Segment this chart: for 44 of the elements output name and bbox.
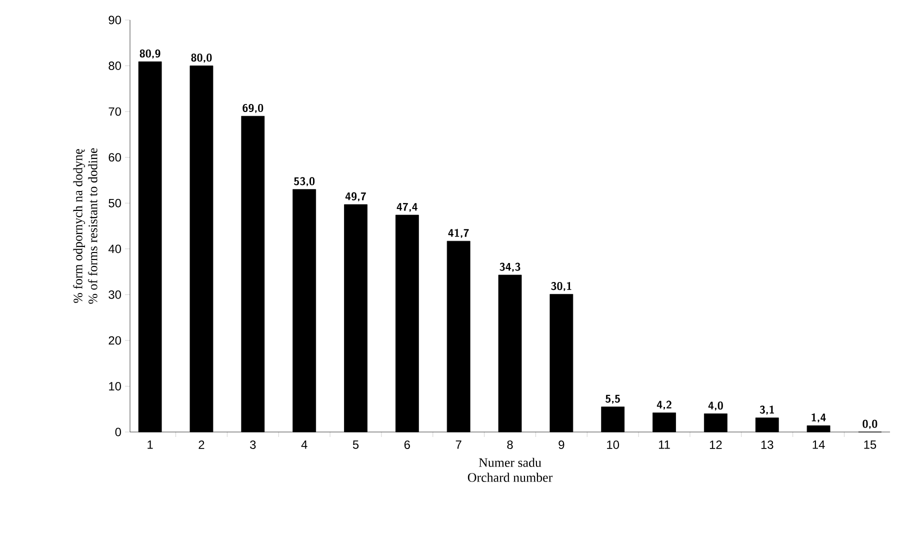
text: Numer sadu [478, 458, 542, 467]
x-tick-label: 6 [404, 440, 410, 449]
data-label: 0,0 [862, 420, 878, 429]
x-tick-label: 12 [710, 440, 722, 449]
x-tick-label: 1 [148, 440, 153, 449]
data-label: 80,9 [140, 49, 160, 58]
data-label: 30,1 [551, 282, 572, 292]
x-tick-label: 14 [812, 440, 825, 449]
x-tick-label: 11 [658, 440, 670, 449]
x-tick-label: 13 [761, 440, 774, 449]
data-label: 4,0 [708, 401, 723, 410]
x-tick-label: 4 [301, 440, 308, 449]
y-tick-label: 90 [108, 16, 122, 24]
text: % of forms resistant to dodine [88, 148, 98, 304]
x-tick-label: 8 [507, 440, 513, 449]
y-tick-label: 0 [115, 428, 122, 436]
text: % form odpornych na dodynę [73, 149, 86, 303]
data-label: 41,7 [448, 228, 469, 238]
y-tick-label: 70 [108, 107, 122, 116]
data-label: 4,2 [656, 400, 672, 410]
data-label: 3,1 [760, 406, 774, 415]
text: Orchard number [468, 472, 553, 482]
data-label: 53,0 [294, 177, 315, 186]
y-tick-label: 30 [108, 290, 122, 299]
y-tick-label: 40 [108, 244, 122, 254]
y-tick-label: 60 [108, 153, 122, 162]
y-tick-label: 80 [108, 62, 122, 70]
x-tick-label: 7 [456, 440, 462, 449]
x-tick-label: 2 [198, 440, 204, 449]
data-label: 1,4 [812, 413, 826, 422]
x-tick-label: 15 [864, 440, 876, 449]
data-label: 34,3 [500, 262, 520, 272]
data-label: 49,7 [345, 192, 366, 202]
y-tick-label: 50 [108, 198, 122, 208]
x-tick-label: 3 [250, 440, 256, 449]
data-label: 47,4 [396, 203, 418, 212]
y-tick-label: 10 [109, 382, 122, 390]
data-label: 80,0 [191, 54, 212, 63]
data-label: 69,0 [242, 104, 264, 113]
x-tick-label: 10 [607, 440, 620, 449]
x-tick-label: 5 [352, 440, 359, 449]
y-tick-label: 20 [108, 336, 122, 345]
data-label: 5,5 [606, 394, 620, 404]
x-tick-label: 9 [558, 440, 564, 449]
